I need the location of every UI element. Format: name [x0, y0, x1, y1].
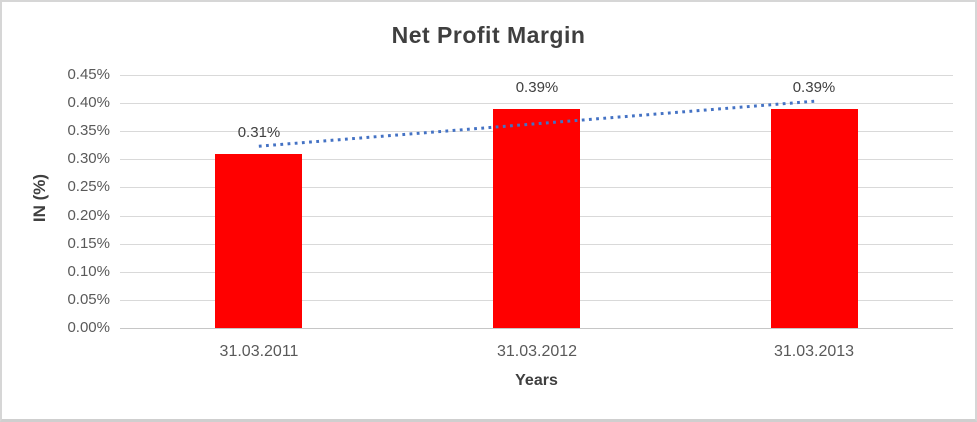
y-tick-label: 0.10%: [67, 263, 110, 280]
data-label: 0.31%: [237, 124, 281, 141]
x-tick-label: 31.03.2013: [773, 343, 855, 360]
data-label: 0.39%: [515, 79, 559, 96]
chart-title: Net Profit Margin: [391, 22, 586, 48]
bar-31.03.2011: [215, 154, 302, 328]
y-tick-label: 0.25%: [67, 178, 110, 195]
y-tick-label: 0.40%: [67, 94, 110, 111]
bar-31.03.2012: [493, 109, 580, 328]
y-tick-label: 0.45%: [67, 66, 110, 83]
y-gridline: [120, 103, 953, 104]
data-label: 0.39%: [792, 79, 836, 96]
y-tick-label: 0.35%: [67, 122, 110, 139]
y-tick-label: 0.20%: [67, 207, 110, 224]
y-tick-label: 0.15%: [67, 235, 110, 252]
bar-31.03.2013: [771, 109, 858, 328]
x-axis-line: [120, 328, 953, 329]
y-tick-label: 0.30%: [67, 150, 110, 167]
y-tick-label: 0.00%: [67, 319, 110, 336]
y-tick-label: 0.05%: [67, 291, 110, 308]
y-gridline: [120, 75, 953, 76]
x-axis-title: Years: [515, 372, 558, 389]
x-tick-label: 31.03.2011: [219, 343, 299, 360]
x-tick-label: 31.03.2012: [496, 343, 578, 360]
